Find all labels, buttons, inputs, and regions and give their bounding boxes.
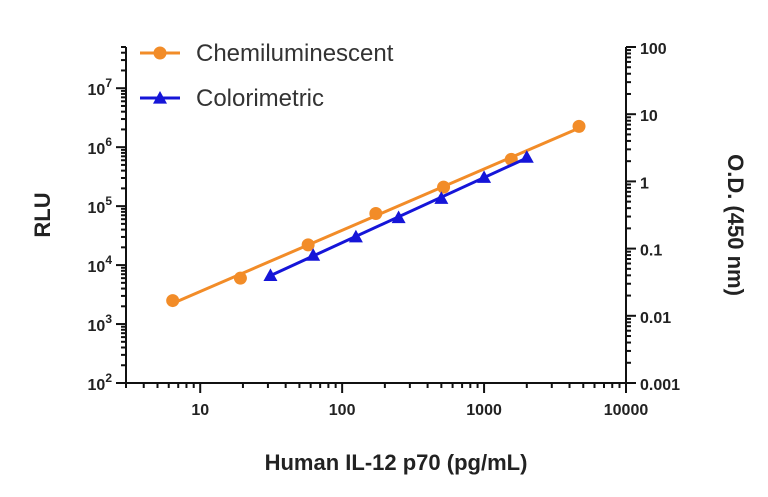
y-tick-label: 102 bbox=[88, 371, 113, 394]
data-point-circle bbox=[437, 180, 451, 194]
data-point-triangle bbox=[391, 210, 406, 224]
y-axis-title: RLU bbox=[30, 192, 55, 237]
data-point-circle bbox=[153, 46, 167, 60]
data-point-circle bbox=[301, 238, 315, 252]
series-chemiluminescent bbox=[166, 119, 586, 308]
data-point-triangle bbox=[348, 229, 363, 243]
y-tick-label: 105 bbox=[88, 194, 113, 217]
y-tick-label: 106 bbox=[88, 135, 113, 158]
legend-label: Chemiluminescent bbox=[196, 40, 394, 67]
data-point-triangle bbox=[263, 268, 278, 281]
data-point-triangle bbox=[434, 191, 449, 204]
axes: 10 100 1000 10000 102 103 104 105 106 107 0.001 0.0… bbox=[88, 41, 681, 419]
x-tick-label: 100 bbox=[329, 402, 356, 419]
series-layer bbox=[166, 119, 586, 308]
y2-tick-label: 0.01 bbox=[640, 310, 671, 327]
y2-tick-label: 0.1 bbox=[640, 243, 662, 260]
data-point-circle bbox=[166, 294, 180, 308]
data-point-circle bbox=[572, 119, 586, 133]
x-tick-label: 1000 bbox=[466, 402, 502, 419]
y2-tick-label: 100 bbox=[640, 41, 667, 58]
data-point-triangle bbox=[519, 150, 534, 163]
x-axis-title: Human IL-12 p70 (pg/mL) bbox=[265, 450, 528, 475]
y-tick-label: 104 bbox=[88, 253, 113, 276]
y-tick-label: 107 bbox=[88, 76, 113, 99]
data-point-triangle bbox=[477, 170, 492, 183]
y2-tick-label: 1 bbox=[640, 175, 649, 192]
data-point-triangle bbox=[306, 248, 321, 261]
legend-label: Colorimetric bbox=[196, 85, 324, 112]
y2-axis-title: O.D. (450 nm) bbox=[723, 154, 748, 296]
legend: Chemiluminescent Colorimetric bbox=[140, 40, 394, 112]
data-point-circle bbox=[369, 206, 383, 220]
data-point-circle bbox=[233, 271, 247, 285]
x-tick-label: 10 bbox=[191, 402, 209, 419]
data-point-triangle bbox=[153, 91, 167, 104]
series-colorimetric bbox=[263, 150, 534, 281]
x-tick-label: 10000 bbox=[604, 402, 649, 419]
y2-tick-label: 0.001 bbox=[640, 377, 680, 394]
y-tick-label: 103 bbox=[88, 312, 113, 335]
y2-tick-label: 10 bbox=[640, 108, 658, 125]
